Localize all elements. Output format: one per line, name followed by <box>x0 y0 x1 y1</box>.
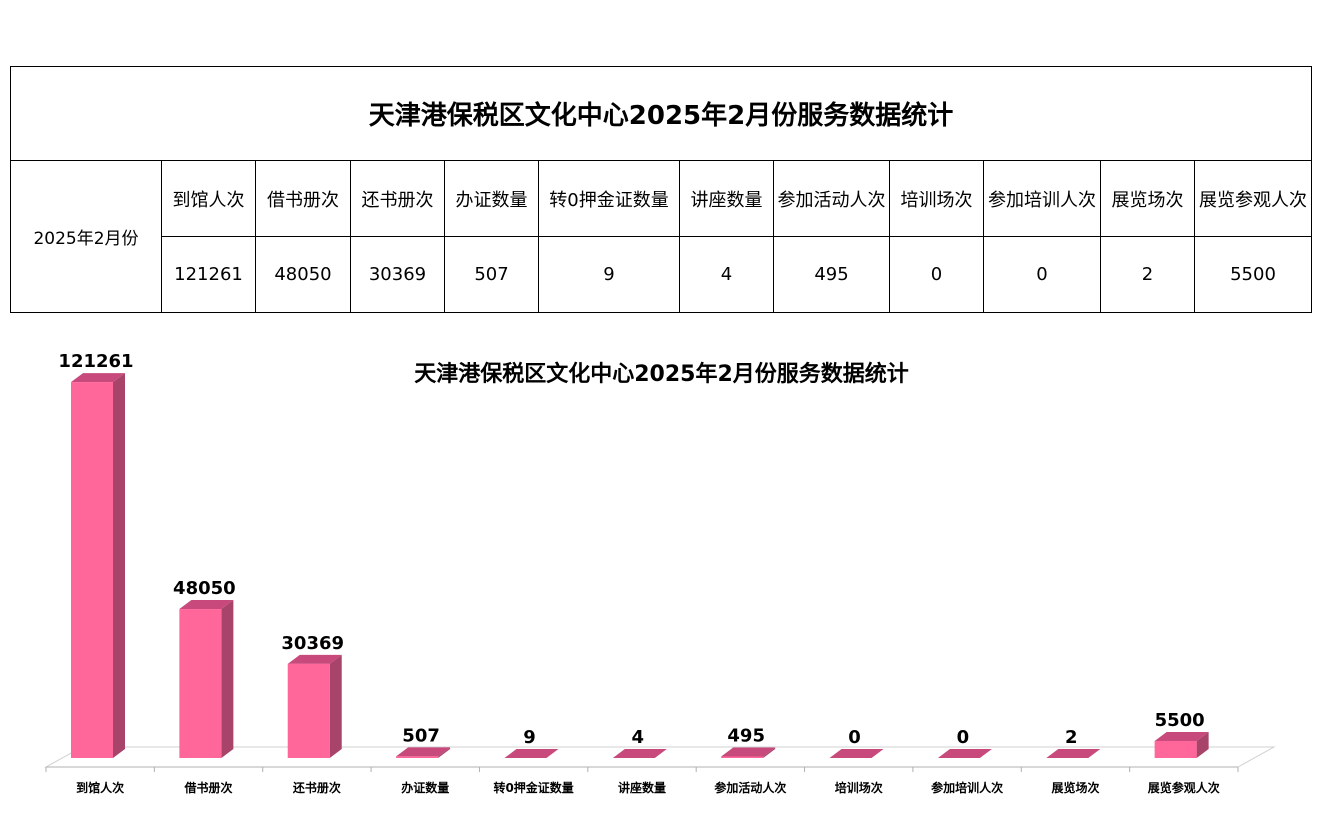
bar <box>287 663 330 758</box>
table-header-cell: 讲座数量 <box>680 161 774 237</box>
table-title: 天津港保税区文化中心2025年2月份服务数据统计 <box>11 67 1311 161</box>
table-header-cell: 办证数量 <box>445 161 539 237</box>
table-value-cell: 0 <box>890 237 984 312</box>
x-tick-label: 参加活动人次 <box>714 780 786 795</box>
bar-top <box>504 748 559 758</box>
bar-top <box>721 747 776 757</box>
period-cell: 2025年2月份 <box>11 161 162 312</box>
table-value-cell: 5500 <box>1230 264 1276 285</box>
table-value-cell: 507 <box>445 237 539 312</box>
bar-side <box>438 747 451 758</box>
data-label: 0 <box>957 727 970 748</box>
table-header-cell: 还书册次 <box>351 161 445 237</box>
data-label: 121261 <box>58 351 133 372</box>
bar-top <box>937 749 992 758</box>
data-label: 2 <box>1065 727 1078 748</box>
bar-top <box>71 373 125 383</box>
bar-top <box>829 749 884 758</box>
x-tick-label: 到馆人次 <box>76 780 124 795</box>
bar-top <box>287 654 342 664</box>
x-tick-label: 培训场次 <box>835 780 883 795</box>
x-tick-label: 讲座数量 <box>618 780 666 795</box>
x-tick-label: 参加培训人次 <box>931 780 1003 795</box>
bar-top <box>396 747 451 757</box>
data-table: 天津港保税区文化中心2025年2月份服务数据统计 2025年2月份 到馆人次 12… <box>10 66 1312 313</box>
x-tick-label: 办证数量 <box>401 780 449 795</box>
data-label: 4 <box>632 727 645 748</box>
table-header-cell: 借书册次 <box>256 161 351 237</box>
table-header-cell: 展览场次 <box>1101 161 1195 237</box>
table-value-cell: 2 <box>1101 237 1195 312</box>
table-value-cell: 9 <box>539 237 680 312</box>
bar-side <box>329 654 342 758</box>
bar <box>1154 740 1197 758</box>
x-tick-label: 展览参观人次 <box>1148 780 1220 795</box>
chart-title: 天津港保税区文化中心2025年2月份服务数据统计 <box>414 362 909 387</box>
bar-side <box>763 747 776 758</box>
data-label: 495 <box>727 725 765 746</box>
table-header-cell: 转0押金证数量 <box>539 161 680 237</box>
data-label: 5500 <box>1155 710 1205 731</box>
x-tick-label: 转0押金证数量 <box>493 780 573 795</box>
bar-side <box>1196 731 1209 758</box>
bar-top <box>179 600 234 610</box>
data-label: 0 <box>848 727 861 748</box>
table-header-cell: 培训场次 <box>890 161 984 237</box>
x-tick-label: 还书册次 <box>292 780 341 795</box>
data-label: 30369 <box>281 633 344 654</box>
bar-top <box>1046 748 1101 758</box>
bar <box>179 609 222 758</box>
bar-side <box>113 373 125 758</box>
x-tick-label: 展览场次 <box>1051 780 1099 795</box>
bar <box>396 756 439 758</box>
table-value-cell: 30369 <box>351 237 445 312</box>
bar-top <box>612 748 667 758</box>
table-header-cell: 参加活动人次 <box>774 161 890 237</box>
table-header-cell: 展览参观人次 <box>1195 161 1311 237</box>
bar-side <box>221 600 234 758</box>
table-value-cell: 121261 <box>162 237 256 312</box>
bar <box>71 382 113 758</box>
table-header-cell: 参加培训人次 <box>984 161 1101 237</box>
data-label: 507 <box>402 725 440 746</box>
data-label: 9 <box>523 727 536 748</box>
bar <box>721 756 764 758</box>
table-value-cell: 0 <box>984 237 1101 312</box>
table-header-cell: 到馆人次 <box>162 161 256 237</box>
data-label: 48050 <box>173 578 236 599</box>
bar-top <box>1154 731 1209 741</box>
table-value-cell: 48050 <box>256 237 351 312</box>
table-value-cell: 495 <box>774 237 890 312</box>
x-tick-label: 借书册次 <box>184 780 233 795</box>
table-value-cell: 4 <box>680 237 774 312</box>
